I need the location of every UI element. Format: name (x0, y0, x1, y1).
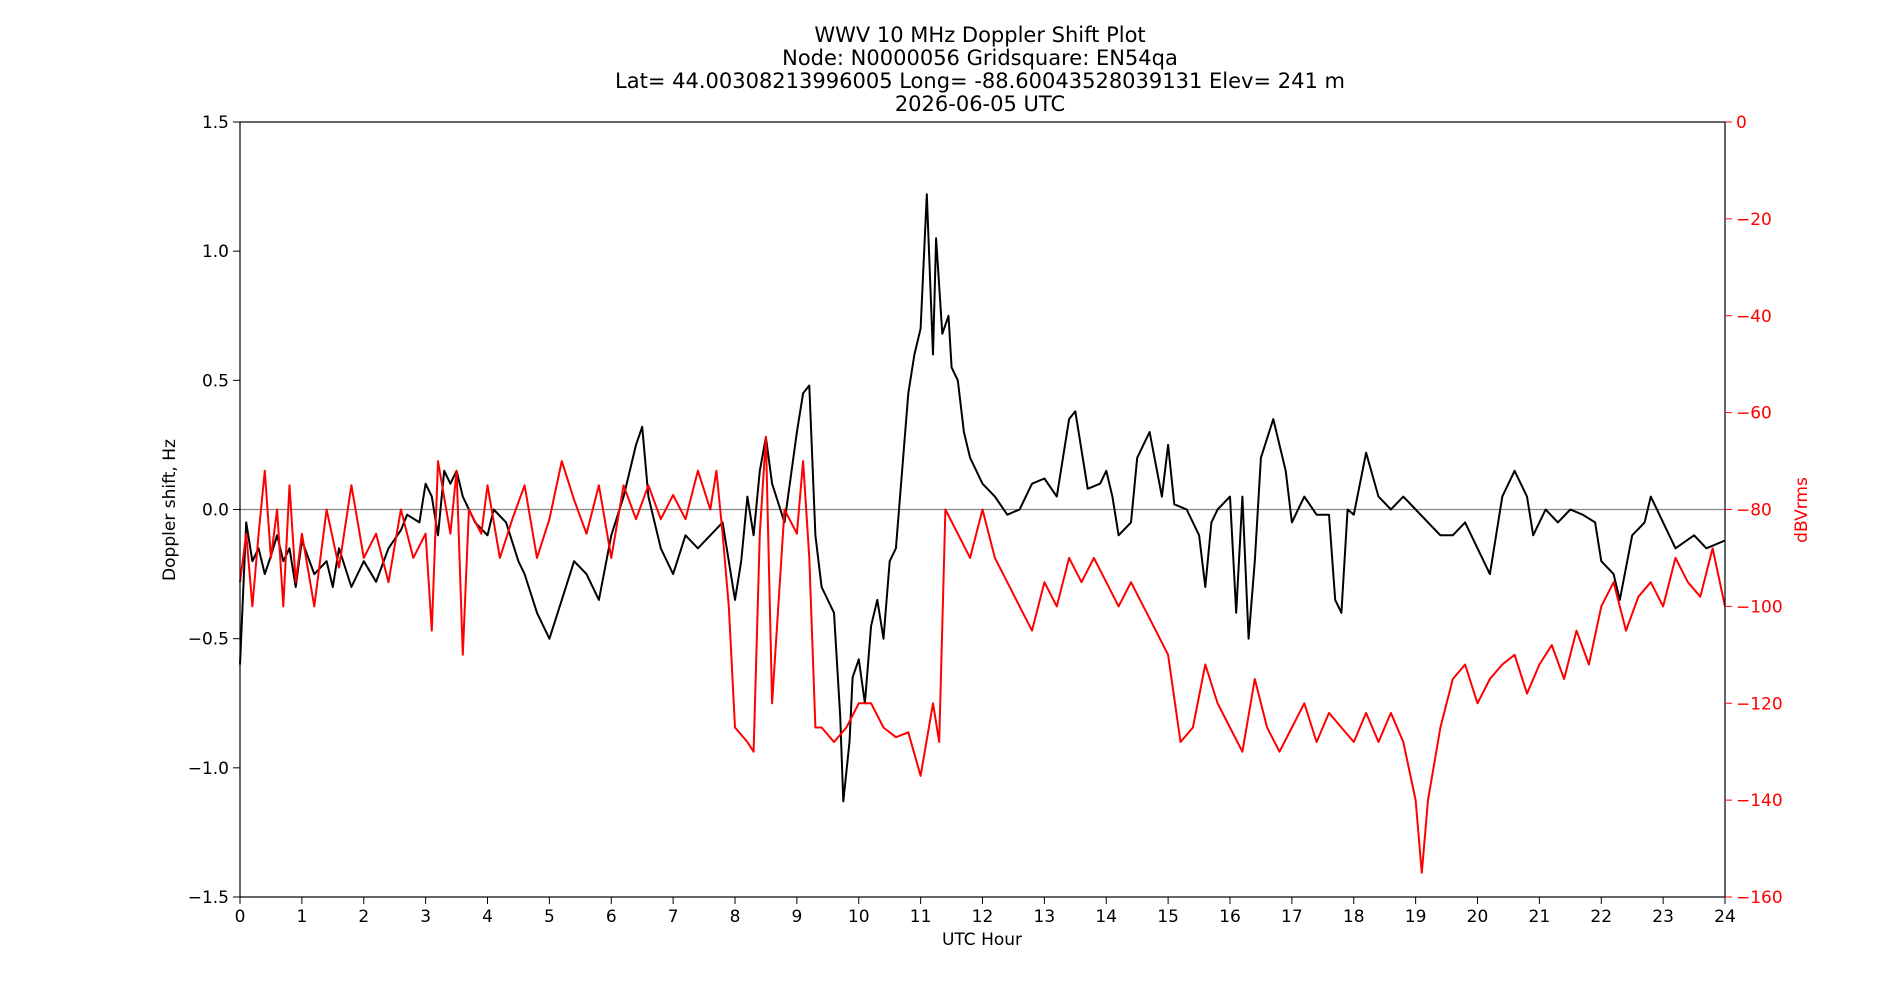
x-tick-label: 14 (1095, 907, 1117, 927)
x-tick-label: 5 (544, 907, 555, 927)
right-y-tick-label: −140 (1736, 791, 1783, 811)
x-tick-label: 19 (1405, 907, 1427, 927)
x-tick-label: 2 (358, 907, 369, 927)
right-y-tick-label: −100 (1736, 597, 1783, 617)
x-tick-label: 20 (1467, 907, 1489, 927)
x-tick-label: 21 (1529, 907, 1551, 927)
x-tick-label: 1 (296, 907, 307, 927)
x-tick-label: 9 (791, 907, 802, 927)
left-y-tick-label: −0.5 (188, 630, 229, 650)
left-y-tick-label: 0.5 (202, 371, 229, 391)
right-y-axis-ticks: −160 −140 −120 −100 −80 −60 −40 −20 0 (1725, 113, 1783, 908)
power-level-line (239, 435, 1726, 874)
x-axis-ticks: 0 1 2 3 4 5 6 7 8 9 10 11 12 13 14 15 16 17 18 19 20 21 22 23 24 (235, 897, 1736, 927)
x-tick-label: 3 (420, 907, 431, 927)
x-tick-label: 0 (235, 907, 246, 927)
left-y-tick-label: 1.0 (202, 242, 229, 262)
series-layer (239, 193, 1726, 874)
x-tick-label: 23 (1652, 907, 1674, 927)
title-line-4: 2026-06-05 UTC (895, 92, 1065, 116)
left-y-tick-label: −1.5 (188, 888, 229, 908)
x-tick-label: 18 (1343, 907, 1365, 927)
x-tick-label: 13 (1034, 907, 1056, 927)
x-tick-label: 11 (910, 907, 932, 927)
x-tick-label: 15 (1157, 907, 1179, 927)
x-axis-label: UTC Hour (942, 930, 1022, 950)
title-line-1: WWV 10 MHz Doppler Shift Plot (814, 23, 1145, 47)
x-tick-label: 16 (1219, 907, 1241, 927)
right-y-axis-label: dBVrms (1792, 477, 1812, 543)
left-y-axis-label: Doppler shift, Hz (160, 439, 180, 581)
x-tick-label: 22 (1590, 907, 1612, 927)
x-tick-label: 7 (668, 907, 679, 927)
x-tick-label: 24 (1714, 907, 1736, 927)
x-tick-label: 12 (972, 907, 994, 927)
left-y-tick-label: 1.5 (202, 113, 229, 133)
right-y-tick-label: 0 (1736, 113, 1747, 133)
right-y-tick-label: −60 (1736, 404, 1772, 424)
x-tick-label: 4 (482, 907, 493, 927)
right-y-tick-label: −120 (1736, 694, 1783, 714)
x-tick-label: 6 (606, 907, 617, 927)
x-tick-label: 8 (730, 907, 741, 927)
x-tick-label: 10 (848, 907, 870, 927)
right-y-tick-label: −160 (1736, 888, 1783, 908)
title-line-3: Lat= 44.00308213996005 Long= -88.6004352… (615, 69, 1345, 93)
left-y-axis-ticks: −1.5 −1.0 −0.5 0.0 0.5 1.0 1.5 (188, 113, 240, 908)
right-y-tick-label: −80 (1736, 501, 1772, 521)
left-y-tick-label: 0.0 (202, 501, 229, 521)
left-y-tick-label: −1.0 (188, 759, 229, 779)
right-y-tick-label: −20 (1736, 210, 1772, 230)
title-line-2: Node: N0000056 Gridsquare: EN54qa (782, 46, 1178, 70)
doppler-shift-line (239, 193, 1726, 803)
chart-title: WWV 10 MHz Doppler Shift Plot Node: N000… (615, 23, 1345, 116)
x-tick-label: 17 (1281, 907, 1303, 927)
right-y-tick-label: −40 (1736, 307, 1772, 327)
